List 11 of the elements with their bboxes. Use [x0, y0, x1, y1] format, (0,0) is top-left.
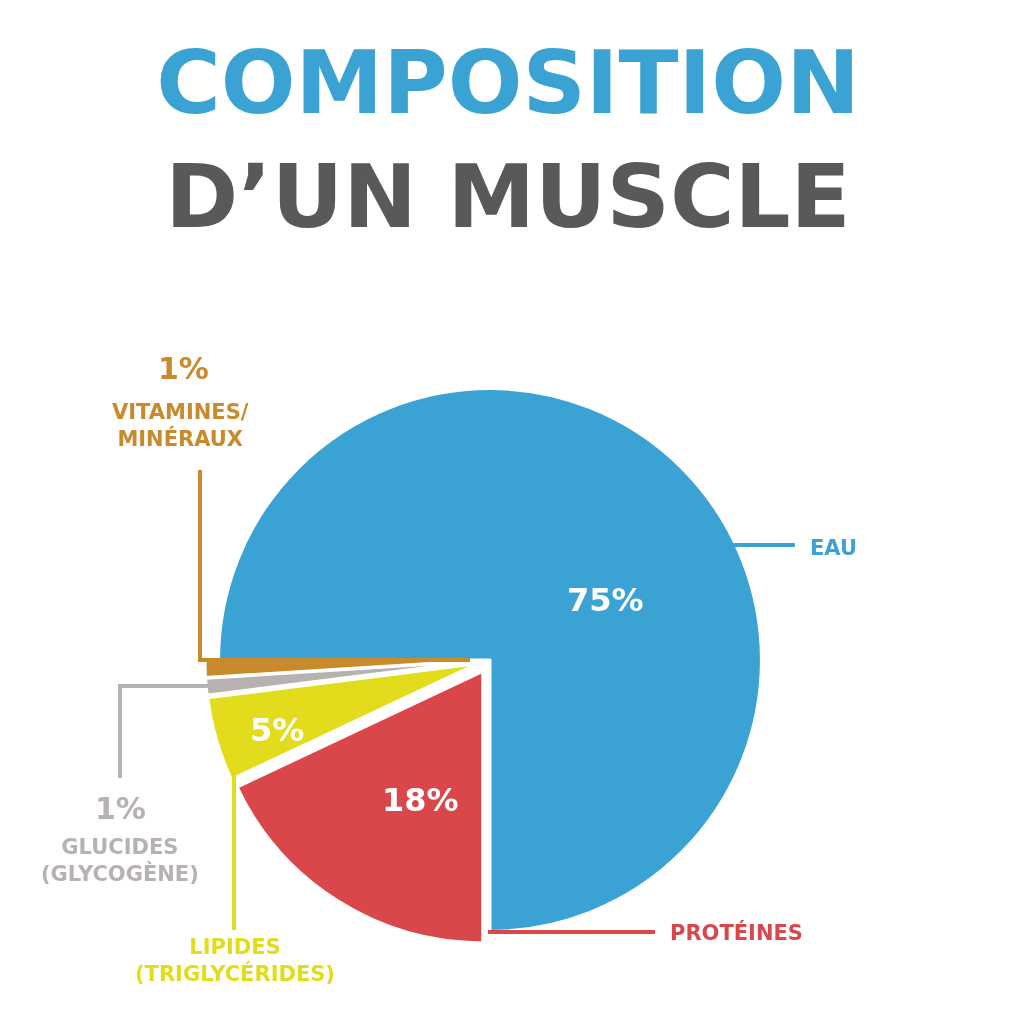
slice-label: PROTÉINES	[670, 920, 803, 945]
data-label: 1%	[95, 791, 146, 826]
data-label: 75%	[567, 581, 644, 619]
slice-label: VITAMINES/ MINÉRAUX	[112, 400, 249, 452]
slice-label: EAU	[810, 536, 858, 560]
data-label: 18%	[382, 781, 459, 819]
data-label: 1%	[158, 351, 209, 386]
chart-title: COMPOSITION D’UN MUSCLE	[156, 30, 860, 249]
data-label: 5%	[250, 711, 305, 749]
slice-label: LIPIDES (TRIGLYCÉRIDES)	[135, 935, 335, 987]
slice-label: GLUCIDES (GLYCOGÈNE)	[41, 835, 199, 887]
